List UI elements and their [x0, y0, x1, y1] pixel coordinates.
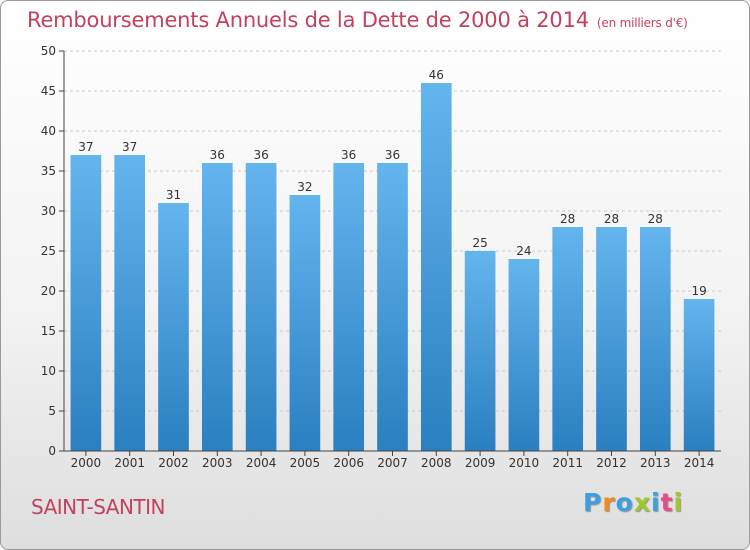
chart-title: Remboursements Annuels de la Dette de 20… [27, 8, 688, 32]
x-tick-label: 2011 [552, 456, 583, 470]
chart-unit-note: (en milliers d'€) [596, 16, 688, 30]
y-tick-label: 15 [41, 324, 56, 338]
chart-title-text: Remboursements Annuels de la Dette de 20… [27, 8, 589, 32]
bar-2002 [158, 203, 189, 451]
bar-2009 [464, 251, 496, 451]
x-tick-label: 2006 [333, 456, 364, 470]
bar-2003 [201, 163, 233, 451]
x-tick-label: 2013 [640, 456, 671, 470]
x-tick-label: 2003 [202, 456, 233, 470]
logo-letter: r [602, 488, 616, 517]
y-tick-label: 0 [48, 444, 56, 458]
data-label: 28 [560, 212, 575, 226]
x-tick-label: 2007 [377, 456, 408, 470]
y-tick-label: 40 [41, 124, 56, 138]
x-tick-label: 2008 [421, 456, 452, 470]
y-tick-label: 35 [41, 164, 56, 178]
x-tick-label: 2005 [290, 456, 321, 470]
x-tick-label: 2004 [246, 456, 277, 470]
data-label: 28 [648, 212, 663, 226]
data-label: 46 [429, 68, 444, 82]
logo-letter: P [583, 488, 603, 517]
data-label: 19 [691, 284, 706, 298]
bar-2007 [377, 163, 408, 451]
x-tick-label: 2014 [684, 456, 715, 470]
data-label: 28 [604, 212, 619, 226]
y-tick-label: 45 [41, 84, 56, 98]
x-tick-label: 2000 [71, 456, 102, 470]
commune-name: SAINT-SANTIN [31, 495, 166, 519]
bar-2008 [420, 83, 452, 451]
logo-letter: o [615, 488, 634, 517]
y-tick-label: 25 [41, 244, 56, 258]
data-label: 36 [253, 148, 268, 162]
bar-2001 [114, 155, 146, 451]
bar-2005 [289, 195, 321, 451]
data-label: 37 [122, 140, 137, 154]
data-label: 24 [516, 244, 531, 258]
bar-2012 [596, 227, 627, 451]
data-label: 31 [166, 188, 181, 202]
data-label: 36 [210, 148, 225, 162]
bar-2013 [639, 227, 671, 451]
y-tick-label: 50 [41, 44, 56, 58]
data-label: 36 [341, 148, 356, 162]
logo-letter: i [651, 488, 661, 517]
x-tick-label: 2012 [596, 456, 627, 470]
x-tick-label: 2010 [509, 456, 540, 470]
y-tick-label: 10 [41, 364, 56, 378]
data-label: 25 [472, 236, 487, 250]
data-label: 37 [78, 140, 93, 154]
bar-2004 [245, 163, 277, 451]
logo-letter: i [673, 488, 684, 517]
data-label: 32 [297, 180, 312, 194]
proxiti-logo: Proxiti [583, 488, 683, 517]
x-tick-label: 2009 [465, 456, 496, 470]
bar-2000 [70, 155, 102, 451]
bar-2011 [552, 227, 584, 451]
logo-letter: x [633, 488, 651, 517]
bar-2006 [333, 163, 365, 451]
x-tick-label: 2002 [158, 456, 189, 470]
y-tick-label: 5 [48, 404, 56, 418]
y-tick-label: 20 [41, 284, 56, 298]
bar-2010 [508, 259, 540, 451]
bar-2014 [683, 299, 715, 451]
data-label: 36 [385, 148, 400, 162]
y-tick-label: 30 [41, 204, 56, 218]
x-tick-label: 2001 [114, 456, 145, 470]
logo-letter: t [660, 488, 674, 517]
